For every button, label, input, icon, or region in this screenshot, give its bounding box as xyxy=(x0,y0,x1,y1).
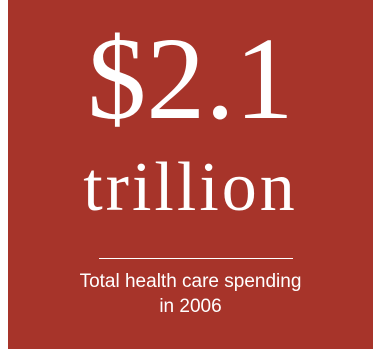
divider xyxy=(99,258,293,259)
caption-line-1: Total health care spending xyxy=(79,271,302,292)
stat-amount: $2.1 xyxy=(87,13,294,144)
caption-line-2: in 2006 xyxy=(159,296,222,317)
stat-card: $2.1 trillion Total health care spending… xyxy=(8,0,373,349)
stat-caption: Total health care spending in 2006 xyxy=(8,269,373,319)
stat-unit: trillion xyxy=(83,149,298,226)
